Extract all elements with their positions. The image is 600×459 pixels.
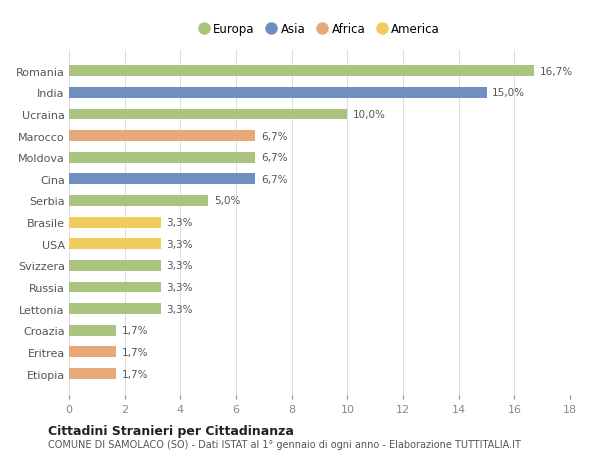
Text: 3,3%: 3,3%: [166, 218, 193, 228]
Text: 3,3%: 3,3%: [166, 282, 193, 292]
Text: 6,7%: 6,7%: [261, 174, 287, 185]
Bar: [69, 174, 256, 185]
Legend: Europa, Asia, Africa, America: Europa, Asia, Africa, America: [194, 18, 445, 41]
Bar: [69, 260, 161, 271]
Text: 6,7%: 6,7%: [261, 153, 287, 163]
Bar: [69, 109, 347, 120]
Bar: [69, 239, 161, 250]
Text: 16,7%: 16,7%: [539, 67, 572, 77]
Bar: [69, 303, 161, 314]
Text: 10,0%: 10,0%: [353, 110, 386, 120]
Bar: [69, 217, 161, 228]
Bar: [69, 66, 534, 77]
Text: 1,7%: 1,7%: [122, 347, 148, 357]
Bar: [69, 152, 256, 163]
Text: 6,7%: 6,7%: [261, 131, 287, 141]
Bar: [69, 88, 487, 99]
Text: 3,3%: 3,3%: [166, 239, 193, 249]
Text: 5,0%: 5,0%: [214, 196, 240, 206]
Bar: [69, 282, 161, 293]
Text: Cittadini Stranieri per Cittadinanza: Cittadini Stranieri per Cittadinanza: [48, 424, 294, 437]
Bar: [69, 368, 116, 379]
Text: COMUNE DI SAMOLACO (SO) - Dati ISTAT al 1° gennaio di ogni anno - Elaborazione T: COMUNE DI SAMOLACO (SO) - Dati ISTAT al …: [48, 440, 521, 449]
Text: 15,0%: 15,0%: [492, 88, 525, 98]
Bar: [69, 131, 256, 142]
Text: 1,7%: 1,7%: [122, 369, 148, 379]
Bar: [69, 347, 116, 358]
Text: 3,3%: 3,3%: [166, 304, 193, 314]
Bar: [69, 196, 208, 207]
Text: 1,7%: 1,7%: [122, 325, 148, 336]
Bar: [69, 325, 116, 336]
Text: 3,3%: 3,3%: [166, 261, 193, 271]
